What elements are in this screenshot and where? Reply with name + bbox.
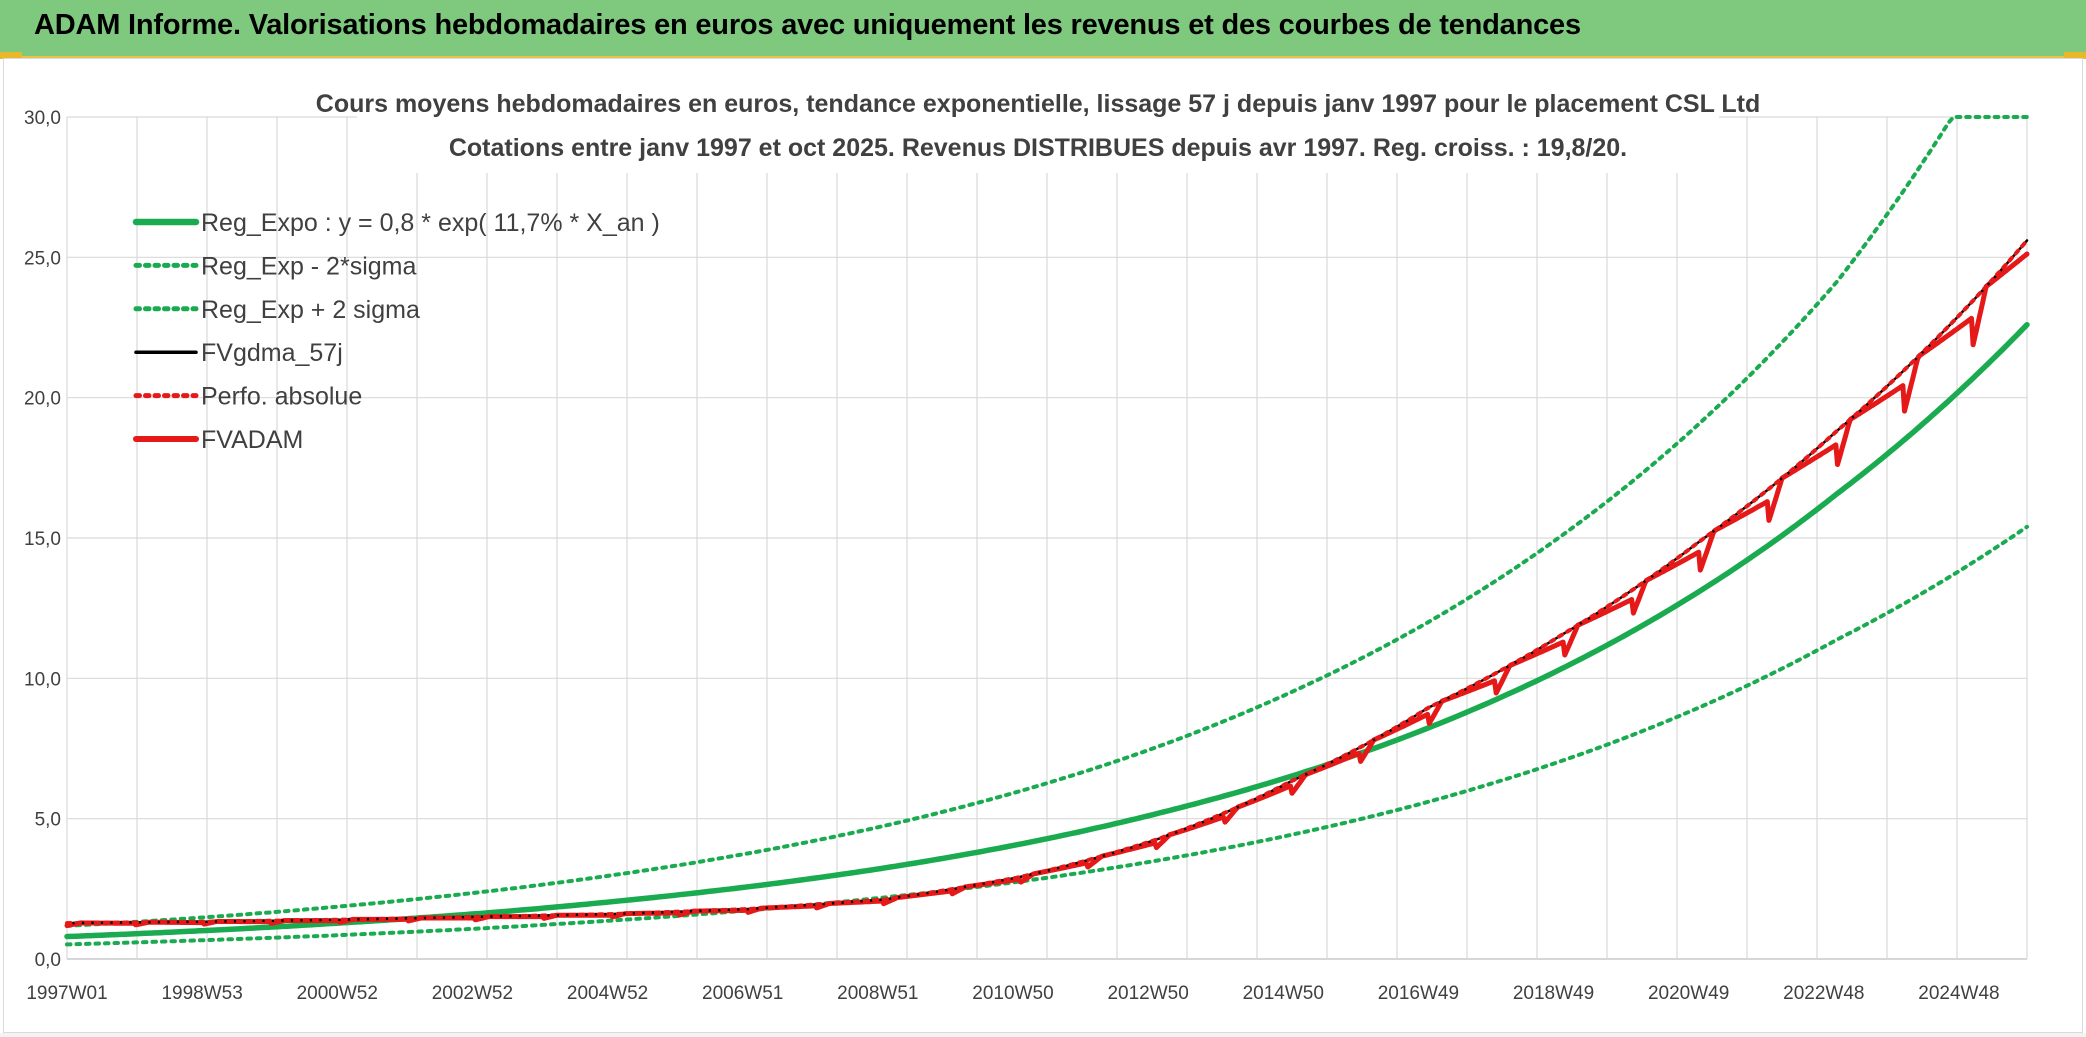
legend: Reg_Expo : y = 0,8 * exp( 11,7% * X_an )…	[132, 209, 660, 454]
legend-label: FVADAM	[201, 426, 303, 454]
legend-label: Reg_Exp - 2*sigma	[201, 252, 416, 280]
series-line-4	[65, 238, 2029, 926]
x-tick-label: 1998W53	[161, 983, 242, 1004]
y-axis-ticks: 0,0 5,0 10,0 15,0 20,0 25,0 30,0	[24, 108, 61, 971]
bottom-edge	[0, 1033, 2086, 1037]
y-tick-label: 20,0	[24, 389, 61, 410]
legend-label: Perfo. absolue	[201, 383, 362, 411]
y-tick-label: 15,0	[24, 529, 61, 550]
chart-title: Cours moyens hebdomadaires en euros, ten…	[316, 90, 1760, 118]
x-tick-label: 2022W48	[1783, 983, 1864, 1004]
y-tick-label: 0,0	[35, 950, 61, 971]
report-banner: ADAM Informe. Valorisations hebdomadaire…	[0, 0, 2086, 58]
y-tick-label: 25,0	[24, 248, 61, 269]
y-tick-label: 10,0	[24, 669, 61, 690]
y-tick-label: 30,0	[24, 108, 61, 129]
banner-corner-left	[0, 52, 22, 59]
x-tick-label: 2008W51	[837, 983, 918, 1004]
legend-label: FVgdma_57j	[201, 339, 343, 367]
banner-title: ADAM Informe. Valorisations hebdomadaire…	[34, 9, 1581, 41]
legend-label: Reg_Exp + 2 sigma	[201, 296, 420, 324]
banner-corner-right	[2064, 52, 2086, 59]
legend-label: Reg_Expo : y = 0,8 * exp( 11,7% * X_an )	[201, 209, 660, 237]
grid-lines	[66, 116, 2028, 960]
x-tick-label: 2020W49	[1648, 983, 1729, 1004]
x-tick-label: 2002W52	[432, 983, 513, 1004]
x-tick-label: 2000W52	[297, 983, 378, 1004]
chart-frame	[3, 58, 2083, 1033]
x-tick-label: 2016W49	[1378, 983, 1459, 1004]
chart-subtitle: Cotations entre janv 1997 et oct 2025. R…	[449, 134, 1627, 162]
x-tick-label: 2014W50	[1243, 983, 1324, 1004]
x-tick-label: 2004W52	[567, 983, 648, 1004]
x-axis-ticks: 1997W01 1998W53 2000W52 2002W52 2004W52 2006W…	[26, 983, 1999, 1004]
series-line-1	[65, 524, 2029, 947]
x-tick-label: 1997W01	[26, 983, 107, 1004]
x-tick-label: 2010W50	[972, 983, 1053, 1004]
series-group	[64, 115, 2030, 947]
x-tick-label: 2012W50	[1107, 983, 1188, 1004]
series-line-2	[65, 115, 2029, 928]
x-tick-label: 2006W51	[702, 983, 783, 1004]
x-tick-label: 2024W48	[1918, 983, 1999, 1004]
y-tick-label: 5,0	[35, 810, 61, 831]
title-backdrop	[357, 93, 1719, 173]
x-tick-label: 2018W49	[1513, 983, 1594, 1004]
